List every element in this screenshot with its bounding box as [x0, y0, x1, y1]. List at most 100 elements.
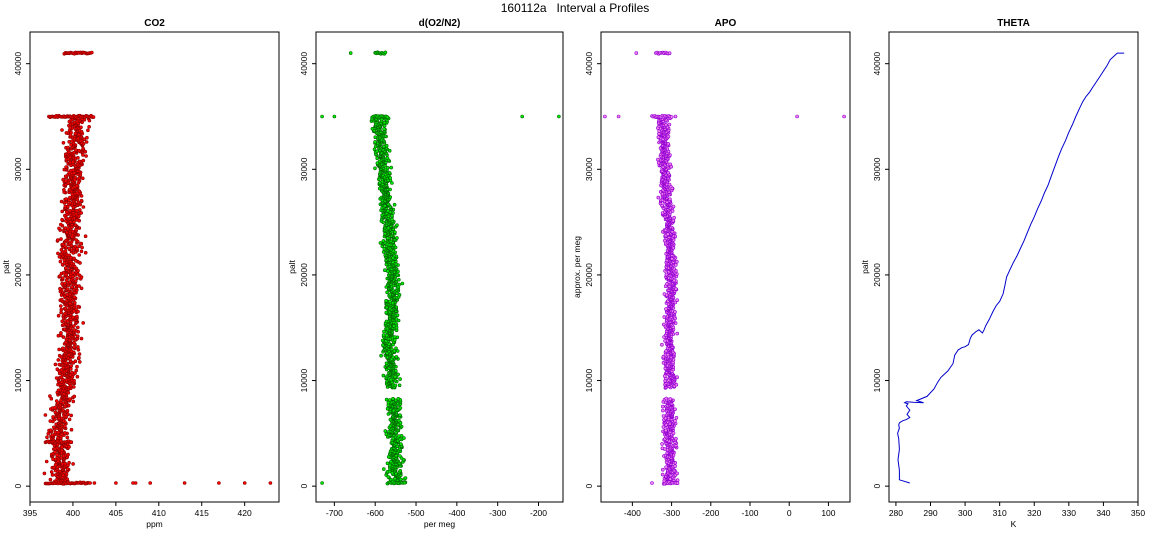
data-point [385, 115, 390, 119]
data-point [396, 396, 401, 401]
data-point [72, 385, 76, 389]
data-point [382, 329, 386, 334]
data-point [63, 226, 68, 230]
data-point [667, 182, 672, 187]
data-point [675, 375, 679, 380]
data-point [399, 442, 403, 447]
data-point [384, 361, 389, 366]
x-tick-label: -300 [663, 508, 680, 518]
chart-panel-1: CO2 395 400 405 410 415 420 0 10000 20000 30000 400… [1, 18, 280, 529]
data-point [394, 346, 398, 351]
data-point [392, 202, 397, 207]
data-point [667, 122, 672, 127]
data-point [650, 481, 654, 485]
data-point [70, 192, 75, 197]
data-point [63, 204, 68, 209]
data-point [85, 135, 89, 140]
data-point [44, 459, 49, 464]
data-point [59, 307, 64, 312]
data-point [393, 383, 398, 388]
data-point [56, 388, 61, 393]
data-point [373, 166, 377, 171]
y-tick-label: 40000 [584, 52, 594, 76]
data-point [76, 347, 81, 352]
data-point [59, 310, 63, 315]
data-point [673, 310, 677, 314]
x-tick-label: -600 [367, 508, 384, 518]
data-point [674, 259, 679, 264]
data-point [88, 481, 92, 485]
data-point [75, 276, 79, 281]
data-point [58, 222, 63, 227]
data-point [69, 427, 74, 432]
data-point [77, 284, 81, 288]
data-point [673, 114, 678, 119]
chart-title: CO2 [144, 18, 165, 29]
data-point [394, 355, 399, 359]
data-point [84, 140, 89, 144]
data-point [320, 481, 324, 485]
y-tick-label: 10000 [872, 368, 882, 392]
data-point [656, 195, 661, 200]
data-point [382, 268, 387, 273]
data-point [668, 162, 673, 167]
data-point [65, 287, 70, 291]
data-point [390, 181, 394, 185]
data-point [53, 450, 57, 454]
data-point [384, 143, 389, 148]
data-point [79, 211, 83, 215]
data-point [64, 278, 69, 283]
data-point [675, 331, 680, 336]
plot-frame [315, 31, 564, 503]
data-point [674, 415, 679, 420]
x-axis-label: K [1011, 519, 1017, 529]
data-point [395, 223, 399, 227]
chart-panel-4: THETA 280 290 300 310 320 330 340 350 0 10000 20000… [860, 18, 1145, 529]
data-point [67, 460, 71, 465]
data-point [380, 338, 385, 343]
data-point [73, 359, 78, 364]
data-point [382, 127, 386, 131]
data-point [382, 246, 387, 251]
x-tick-label: 395 [23, 508, 37, 518]
data-point [397, 383, 402, 388]
x-axis-label: per meg [424, 519, 455, 529]
data-point [660, 342, 664, 347]
data-point [672, 215, 676, 220]
data-point [398, 454, 402, 458]
data-point [60, 319, 65, 324]
data-point [87, 125, 91, 129]
data-point [54, 376, 59, 380]
data-point [217, 481, 221, 485]
x-tick-label: -200 [702, 508, 719, 518]
data-point [395, 236, 399, 240]
data-point [67, 246, 71, 251]
data-point [675, 298, 679, 303]
data-point [48, 419, 53, 423]
data-point [54, 399, 59, 403]
data-point [72, 340, 76, 345]
data-point [83, 234, 88, 238]
data-point [661, 408, 665, 413]
data-point [379, 353, 383, 358]
y-tick-label: 30000 [872, 157, 882, 181]
data-point [668, 197, 672, 202]
data-point [384, 432, 389, 437]
data-point [381, 144, 386, 149]
data-point [59, 297, 64, 302]
data-point [395, 313, 400, 318]
data-point [842, 114, 846, 119]
data-point [90, 50, 94, 55]
y-tick-label: 0 [13, 484, 23, 489]
data-point [53, 410, 58, 415]
data-point [63, 431, 67, 435]
y-tick-label: 30000 [13, 157, 23, 181]
data-point [64, 197, 69, 201]
data-point [320, 114, 324, 119]
data-point [86, 128, 90, 133]
data-point [69, 364, 73, 368]
y-tick-label: 0 [584, 484, 594, 489]
x-tick-label: 310 [993, 508, 1007, 518]
data-point [384, 397, 389, 402]
